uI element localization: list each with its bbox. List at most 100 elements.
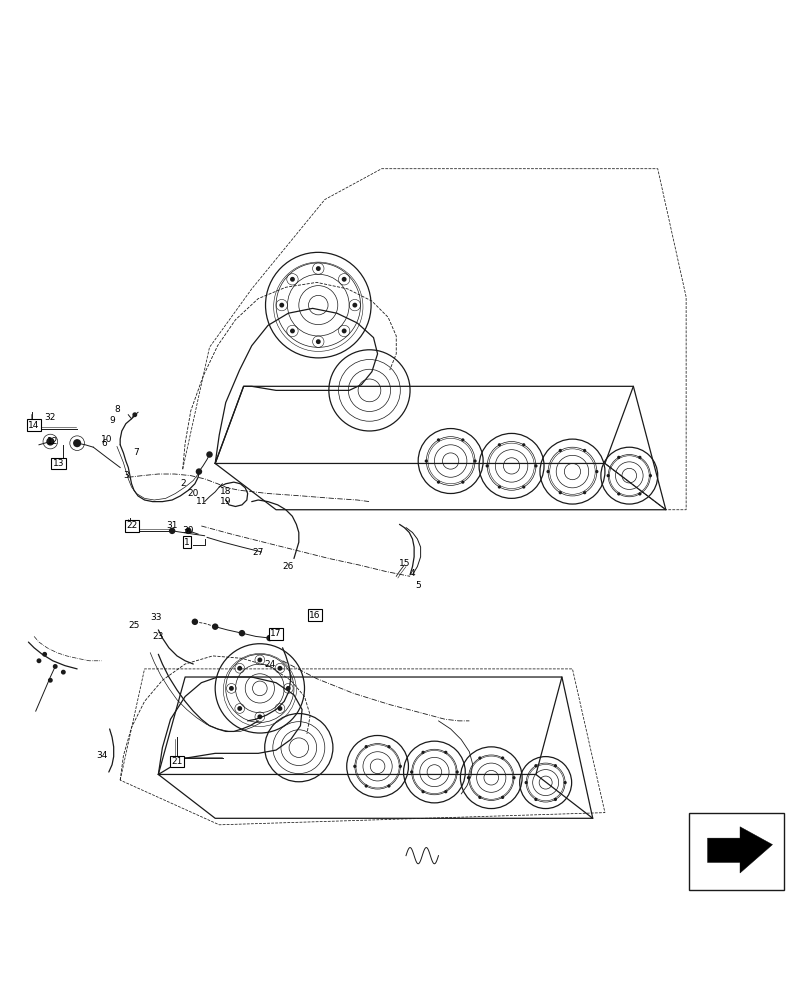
Circle shape [169, 528, 175, 534]
Circle shape [387, 745, 390, 748]
Circle shape [497, 485, 500, 489]
Circle shape [132, 412, 137, 417]
Circle shape [229, 686, 234, 691]
Circle shape [237, 666, 242, 671]
Circle shape [257, 714, 262, 719]
Circle shape [424, 459, 427, 463]
Text: 30: 30 [182, 526, 194, 535]
Circle shape [191, 619, 198, 625]
Text: 14: 14 [28, 421, 40, 430]
Circle shape [42, 652, 47, 657]
Text: 12: 12 [47, 437, 58, 446]
Circle shape [341, 329, 346, 333]
Text: 27: 27 [252, 548, 264, 557]
Circle shape [421, 790, 424, 793]
Text: 33: 33 [150, 613, 161, 622]
Circle shape [534, 764, 537, 767]
Circle shape [352, 303, 357, 308]
Circle shape [387, 784, 390, 788]
Circle shape [364, 745, 367, 748]
Circle shape [279, 303, 284, 308]
Circle shape [616, 492, 620, 496]
Text: 5: 5 [414, 581, 421, 590]
Text: 25: 25 [128, 621, 139, 630]
Text: 34: 34 [96, 751, 107, 760]
Circle shape [606, 474, 609, 477]
Text: 6: 6 [101, 439, 107, 448]
Circle shape [521, 485, 525, 489]
Circle shape [444, 790, 447, 793]
Circle shape [582, 491, 586, 494]
Circle shape [46, 437, 54, 446]
Circle shape [524, 781, 527, 784]
Circle shape [398, 765, 401, 768]
Circle shape [73, 439, 81, 447]
Circle shape [534, 798, 537, 801]
Circle shape [277, 706, 282, 711]
Circle shape [53, 664, 58, 669]
Circle shape [461, 438, 464, 442]
Text: 3: 3 [122, 471, 129, 480]
Text: 8: 8 [114, 405, 121, 414]
Circle shape [436, 480, 440, 484]
Circle shape [436, 438, 440, 442]
Circle shape [185, 528, 191, 534]
Circle shape [290, 329, 294, 333]
Circle shape [485, 464, 488, 468]
Text: 1: 1 [183, 538, 190, 547]
Text: 17: 17 [270, 629, 281, 638]
Circle shape [266, 635, 272, 641]
Text: 23: 23 [152, 632, 164, 641]
Circle shape [285, 686, 290, 691]
Circle shape [277, 666, 282, 671]
Circle shape [444, 751, 447, 754]
Text: 18: 18 [220, 487, 231, 496]
Text: 24: 24 [264, 660, 275, 669]
Text: 13: 13 [53, 459, 64, 468]
Circle shape [534, 464, 537, 468]
Text: 7: 7 [133, 448, 139, 457]
Text: 15: 15 [398, 559, 410, 568]
Circle shape [478, 796, 481, 799]
Circle shape [553, 764, 556, 767]
Circle shape [461, 480, 464, 484]
Circle shape [582, 449, 586, 452]
Text: 31: 31 [166, 521, 178, 530]
Circle shape [478, 756, 481, 760]
Text: 10: 10 [101, 435, 113, 444]
Text: 4: 4 [410, 569, 414, 578]
Polygon shape [706, 827, 771, 873]
Circle shape [553, 798, 556, 801]
Circle shape [500, 796, 504, 799]
Circle shape [648, 474, 651, 477]
Text: 21: 21 [171, 757, 182, 766]
Text: 32: 32 [45, 413, 56, 422]
Text: 22: 22 [126, 521, 137, 530]
Circle shape [546, 470, 549, 473]
Circle shape [512, 776, 515, 779]
Circle shape [637, 492, 641, 496]
Circle shape [497, 443, 500, 446]
Circle shape [238, 630, 245, 636]
Circle shape [341, 277, 346, 282]
Circle shape [212, 623, 218, 630]
Circle shape [473, 459, 476, 463]
Circle shape [206, 451, 212, 458]
Text: 9: 9 [109, 416, 115, 425]
Circle shape [594, 470, 598, 473]
Circle shape [558, 491, 561, 494]
Text: 11: 11 [195, 497, 207, 506]
Text: 20: 20 [187, 489, 199, 498]
Circle shape [315, 339, 320, 344]
Circle shape [48, 678, 53, 683]
Circle shape [195, 468, 202, 475]
Text: 16: 16 [309, 611, 320, 620]
Circle shape [521, 443, 525, 446]
Text: 26: 26 [282, 562, 294, 571]
Circle shape [563, 781, 566, 784]
Circle shape [410, 770, 413, 774]
Circle shape [353, 765, 356, 768]
Text: 19: 19 [220, 497, 231, 506]
Circle shape [315, 266, 320, 271]
Circle shape [61, 670, 66, 675]
